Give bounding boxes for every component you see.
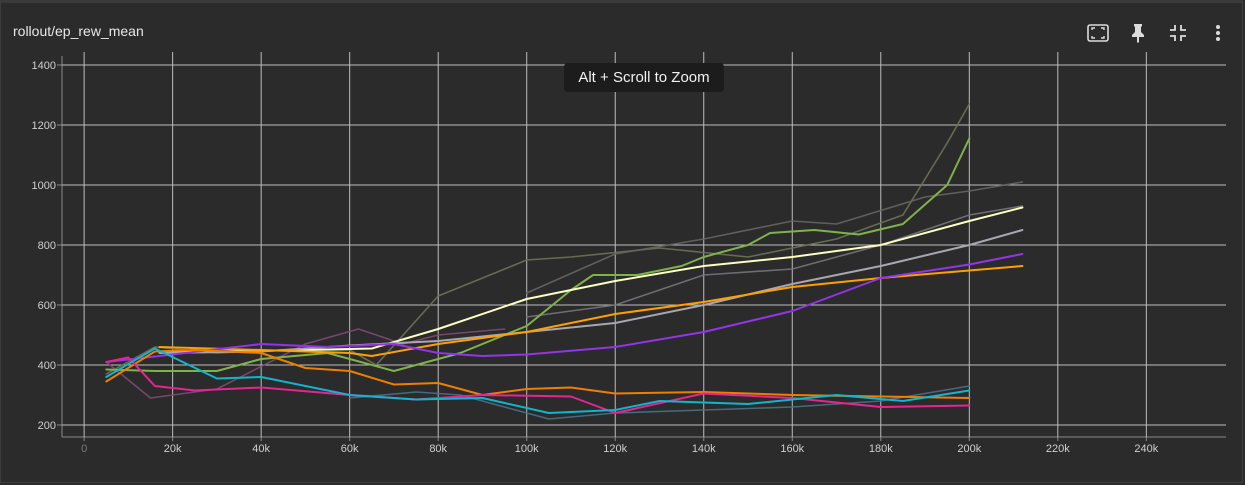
- series-line-7[interactable]: [158, 229, 1024, 354]
- y-tick-label: 200: [38, 420, 56, 432]
- chart-series: [105, 103, 1024, 420]
- y-axis-ticks: 200 400 600 800 1000 1200 1400: [32, 60, 56, 432]
- x-tick-label: 100k: [515, 443, 539, 455]
- pin-button[interactable]: [1126, 21, 1150, 45]
- x-tick-label: 240k: [1134, 443, 1158, 455]
- chart-grid: [57, 52, 1226, 441]
- y-tick-label: 600: [38, 300, 56, 312]
- series-line-12[interactable]: [105, 347, 971, 414]
- x-tick-label: 160k: [780, 443, 804, 455]
- x-tick-label: 0: [81, 443, 87, 455]
- x-tick-label: 180k: [869, 443, 893, 455]
- x-tick-label: 120k: [603, 443, 627, 455]
- x-tick-label: 60k: [341, 443, 359, 455]
- card-toolbar: [1086, 21, 1230, 45]
- y-tick-label: 1400: [32, 60, 56, 72]
- x-tick-label: 80k: [429, 443, 447, 455]
- x-axis-ticks: 0 20k 40k 60k 80k 100k 120k 140k 160k 180k 200k 220…: [81, 443, 1159, 455]
- x-tick-label: 40k: [252, 443, 270, 455]
- x-tick-label: 140k: [692, 443, 716, 455]
- collapse-icon: [1170, 25, 1186, 41]
- series-line-2[interactable]: [525, 205, 1024, 318]
- series-line-0[interactable]: [105, 103, 971, 375]
- series-line-8[interactable]: [158, 265, 1024, 357]
- fit-domain-button[interactable]: [1086, 21, 1110, 45]
- more-vert-icon: [1216, 25, 1220, 41]
- series-line-9[interactable]: [105, 253, 1024, 363]
- y-tick-label: 1000: [32, 180, 56, 192]
- series-line-10[interactable]: [105, 349, 971, 399]
- more-button[interactable]: [1206, 21, 1230, 45]
- collapse-button[interactable]: [1166, 21, 1190, 45]
- chart-title: rollout/ep_rew_mean: [13, 23, 144, 39]
- pin-icon: [1132, 24, 1144, 43]
- y-tick-label: 400: [38, 360, 56, 372]
- series-line-3[interactable]: [105, 328, 506, 399]
- x-tick-label: 220k: [1046, 443, 1070, 455]
- x-tick-label: 200k: [957, 443, 981, 455]
- fit-domain-icon: [1087, 24, 1109, 42]
- series-line-11[interactable]: [105, 356, 971, 414]
- series-line-1[interactable]: [525, 181, 1024, 294]
- x-tick-label: 20k: [164, 443, 182, 455]
- series-line-5[interactable]: [105, 137, 971, 372]
- y-tick-label: 800: [38, 240, 56, 252]
- zoom-hint-tooltip: Alt + Scroll to Zoom: [564, 63, 724, 92]
- y-tick-label: 1200: [32, 120, 56, 132]
- series-line-6[interactable]: [158, 206, 1024, 353]
